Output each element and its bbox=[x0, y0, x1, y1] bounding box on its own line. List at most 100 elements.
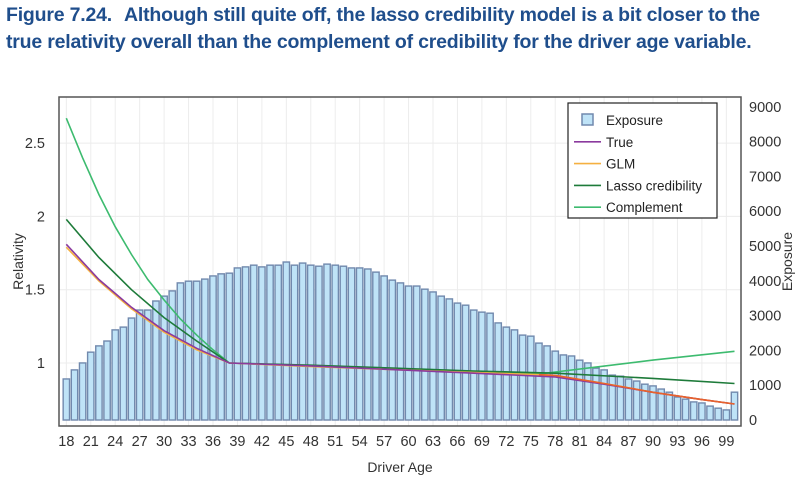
legend-label: Complement bbox=[606, 200, 683, 215]
exposure-bar bbox=[78, 362, 87, 421]
exposure-bar bbox=[127, 317, 136, 421]
exposure-bar bbox=[445, 298, 454, 421]
exposure-bar bbox=[624, 378, 633, 421]
exposure-bar bbox=[70, 369, 79, 421]
exposure-bar bbox=[355, 267, 364, 421]
exposure-bar bbox=[665, 391, 674, 421]
exposure-bar bbox=[657, 388, 666, 421]
x-tick-label: 99 bbox=[718, 434, 734, 450]
exposure-bar bbox=[282, 261, 291, 421]
x-tick-label: 42 bbox=[254, 434, 270, 450]
exposure-bar bbox=[103, 340, 111, 421]
exposure-bar bbox=[347, 267, 356, 421]
exposure-bar bbox=[730, 391, 739, 421]
exposure-bar bbox=[339, 265, 348, 421]
x-tick-label: 81 bbox=[572, 434, 588, 450]
x-tick-label: 27 bbox=[132, 434, 148, 450]
x-tick-label: 78 bbox=[547, 434, 563, 450]
exposure-bar bbox=[429, 291, 437, 421]
exposure-bar bbox=[608, 374, 617, 421]
y-right-tick-label: 5000 bbox=[749, 239, 781, 255]
y-right-axis-ticks: 0 1000 2000 3000 4000 5000 6000 7000 8000 9000 bbox=[749, 100, 781, 429]
exposure-bar bbox=[152, 300, 160, 421]
exposure-bar bbox=[111, 329, 120, 421]
x-tick-label: 84 bbox=[596, 434, 612, 450]
legend-swatch-exposure bbox=[581, 113, 594, 126]
y-left-tick-label: 1 bbox=[37, 356, 45, 372]
y-right-tick-label: 1000 bbox=[749, 378, 781, 394]
exposure-bar bbox=[396, 282, 405, 421]
exposure-bar bbox=[143, 309, 152, 421]
exposure-bar bbox=[649, 385, 657, 421]
exposure-bar bbox=[217, 273, 226, 421]
exposure-bar bbox=[233, 267, 242, 421]
x-axis-label: Driver Age bbox=[367, 459, 433, 475]
x-tick-label: 90 bbox=[645, 434, 661, 450]
exposure-bar bbox=[249, 264, 258, 421]
exposure-bar bbox=[95, 345, 103, 421]
x-tick-label: 39 bbox=[229, 434, 245, 450]
x-tick-label: 66 bbox=[449, 434, 465, 450]
exposure-bar bbox=[486, 312, 494, 421]
exposure-bar bbox=[616, 375, 625, 421]
exposure-bar bbox=[274, 264, 283, 421]
y-left-tick-label: 2 bbox=[37, 209, 45, 225]
exposure-bar bbox=[518, 334, 527, 421]
line-true-glm-overlap bbox=[538, 373, 735, 405]
x-tick-label: 72 bbox=[498, 434, 514, 450]
exposure-bar bbox=[583, 362, 592, 421]
exposure-bars bbox=[62, 261, 739, 421]
exposure-bar bbox=[363, 268, 372, 421]
y-right-tick-label: 4000 bbox=[749, 274, 781, 290]
exposure-bar bbox=[315, 265, 323, 421]
x-axis-ticks: 18 21 24 27 30 33 36 39 42 45 48 51 54 57 60 63 66 69 72 75… bbox=[58, 434, 734, 450]
exposure-bar bbox=[722, 409, 731, 421]
x-tick-label: 45 bbox=[278, 434, 294, 450]
exposure-bar bbox=[437, 295, 446, 421]
exposure-bar bbox=[689, 401, 698, 421]
exposure-bar bbox=[119, 326, 128, 421]
x-tick-label: 57 bbox=[376, 434, 392, 450]
x-tick-label: 93 bbox=[669, 434, 685, 450]
x-tick-label: 54 bbox=[352, 434, 368, 450]
exposure-bar bbox=[698, 402, 706, 421]
x-tick-label: 60 bbox=[400, 434, 416, 450]
x-tick-label: 30 bbox=[156, 434, 172, 450]
exposure-bar bbox=[567, 355, 576, 421]
exposure-bar bbox=[404, 285, 413, 421]
exposure-bar bbox=[380, 275, 388, 421]
legend-label: Exposure bbox=[606, 113, 663, 128]
x-tick-label: 48 bbox=[303, 434, 319, 450]
exposure-bar bbox=[526, 335, 535, 421]
y-right-tick-label: 0 bbox=[749, 413, 757, 429]
x-tick-label: 36 bbox=[205, 434, 221, 450]
exposure-bar bbox=[298, 262, 307, 421]
exposure-bar bbox=[640, 383, 649, 421]
exposure-bar bbox=[714, 407, 723, 421]
exposure-bar bbox=[266, 264, 274, 421]
y-right-tick-label: 3000 bbox=[749, 309, 781, 325]
exposure-bar bbox=[258, 266, 266, 421]
x-tick-label: 87 bbox=[620, 434, 636, 450]
y-left-axis-label: Relativity bbox=[10, 233, 26, 290]
exposure-bar bbox=[632, 380, 641, 421]
exposure-bar bbox=[420, 288, 429, 421]
exposure-bar bbox=[543, 345, 551, 421]
exposure-bar bbox=[331, 264, 340, 421]
exposure-bar bbox=[478, 311, 486, 421]
relativity-lines bbox=[65, 117, 735, 405]
exposure-bar bbox=[168, 290, 177, 421]
exposure-bar bbox=[681, 398, 690, 421]
x-tick-label: 33 bbox=[180, 434, 196, 450]
exposure-bar bbox=[323, 263, 331, 421]
y-right-tick-label: 9000 bbox=[749, 100, 781, 116]
exposure-bar bbox=[160, 295, 168, 421]
legend-label: True bbox=[606, 135, 633, 150]
exposure-bar bbox=[469, 309, 478, 421]
legend-label: Lasso credibility bbox=[606, 178, 702, 193]
exposure-bar bbox=[706, 405, 714, 421]
exposure-bar bbox=[412, 285, 421, 421]
exposure-bar bbox=[461, 304, 470, 421]
y-right-tick-label: 7000 bbox=[749, 169, 781, 185]
